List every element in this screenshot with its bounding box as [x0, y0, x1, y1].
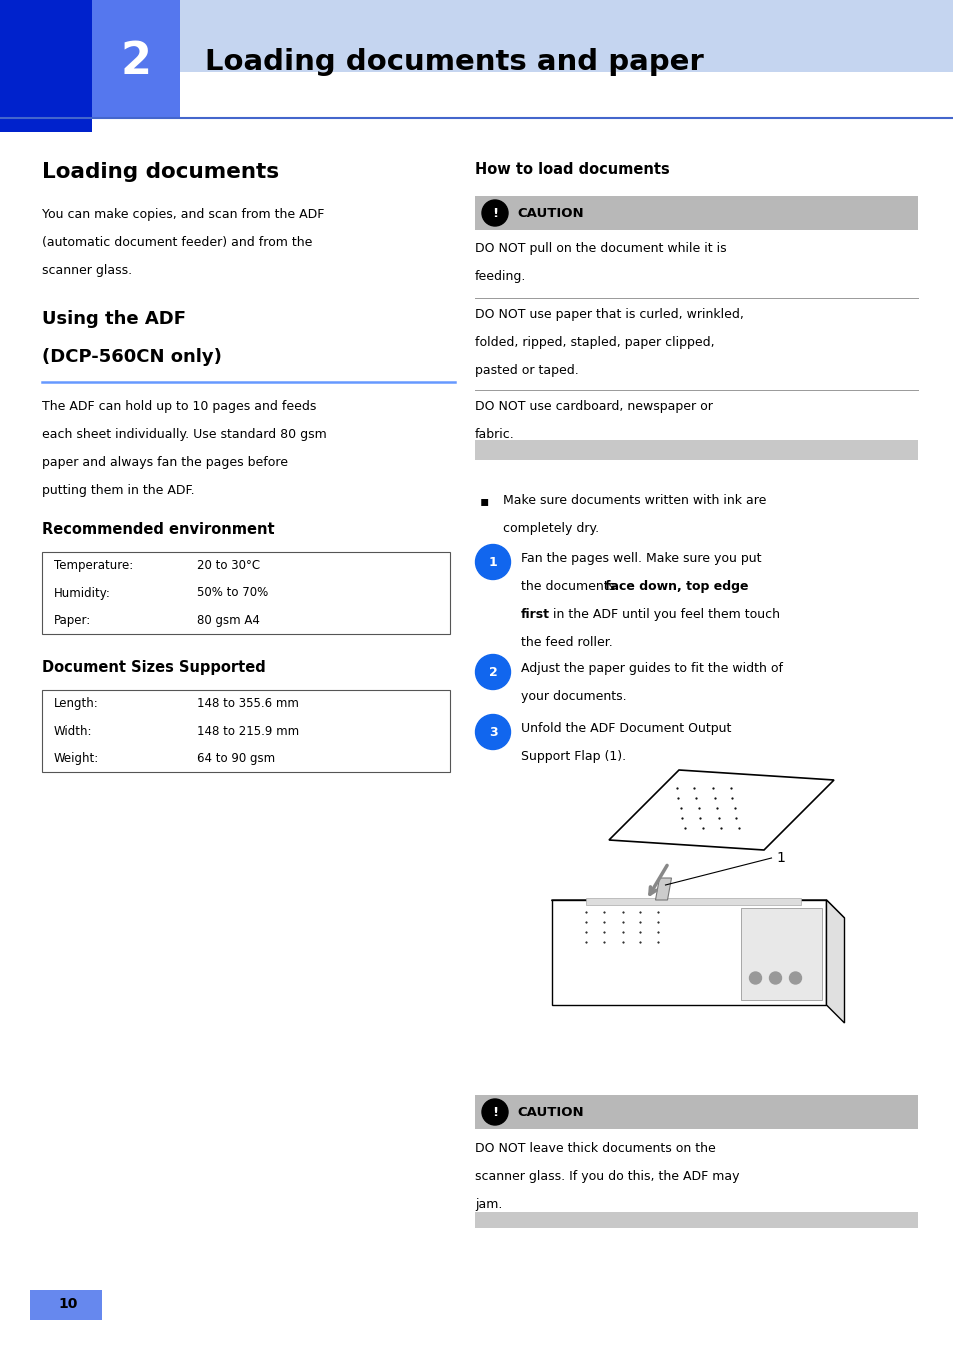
Text: 3: 3: [488, 725, 497, 739]
Text: your documents.: your documents.: [520, 690, 626, 704]
Text: 64 to 90 gsm: 64 to 90 gsm: [196, 752, 274, 764]
Text: Loading documents and paper: Loading documents and paper: [205, 49, 703, 75]
Text: the feed roller.: the feed roller.: [520, 636, 612, 648]
Bar: [475, 439, 917, 460]
Text: (DCP-560CN only): (DCP-560CN only): [42, 348, 222, 367]
Text: folded, ripped, stapled, paper clipped,: folded, ripped, stapled, paper clipped,: [475, 336, 714, 349]
Text: Using the ADF: Using the ADF: [42, 310, 186, 328]
Text: in the ADF until you feel them touch: in the ADF until you feel them touch: [548, 608, 780, 621]
Text: the documents: the documents: [520, 580, 618, 593]
Text: scanner glass. If you do this, the ADF may: scanner glass. If you do this, the ADF m…: [475, 1170, 739, 1184]
Bar: [0, 0, 953, 71]
Circle shape: [481, 1099, 507, 1126]
Text: How to load documents: How to load documents: [475, 162, 669, 177]
Text: CAUTION: CAUTION: [517, 1105, 583, 1119]
Circle shape: [475, 714, 510, 749]
Text: DO NOT use paper that is curled, wrinkled,: DO NOT use paper that is curled, wrinkle…: [475, 307, 743, 321]
Bar: [740, 909, 821, 1000]
Text: 148 to 215.9 mm: 148 to 215.9 mm: [196, 724, 299, 737]
Bar: [475, 1095, 917, 1130]
Text: 10: 10: [58, 1297, 77, 1312]
Text: 50% to 70%: 50% to 70%: [196, 586, 268, 600]
Text: Make sure documents written with ink are: Make sure documents written with ink are: [502, 493, 765, 507]
Bar: [42, 690, 450, 772]
Text: DO NOT use cardboard, newspaper or: DO NOT use cardboard, newspaper or: [475, 400, 712, 412]
Bar: [0, 0, 91, 132]
Polygon shape: [551, 900, 825, 1006]
Text: each sheet individually. Use standard 80 gsm: each sheet individually. Use standard 80…: [42, 429, 327, 441]
Text: Adjust the paper guides to fit the width of: Adjust the paper guides to fit the width…: [520, 662, 782, 675]
Text: pasted or taped.: pasted or taped.: [475, 364, 578, 377]
Circle shape: [475, 655, 510, 689]
Circle shape: [475, 545, 510, 580]
Bar: [475, 1212, 917, 1228]
Text: (automatic document feeder) and from the: (automatic document feeder) and from the: [42, 236, 312, 249]
Text: Loading documents: Loading documents: [42, 162, 279, 182]
Text: Recommended environment: Recommended environment: [42, 522, 274, 537]
Text: Temperature:: Temperature:: [54, 559, 133, 572]
Text: The ADF can hold up to 10 pages and feeds: The ADF can hold up to 10 pages and feed…: [42, 400, 316, 412]
Text: first: first: [520, 608, 550, 621]
Text: Support Flap (1).: Support Flap (1).: [520, 749, 625, 763]
Text: DO NOT pull on the document while it is: DO NOT pull on the document while it is: [475, 243, 726, 255]
Text: CAUTION: CAUTION: [517, 206, 583, 220]
Text: Weight:: Weight:: [54, 752, 99, 764]
Polygon shape: [551, 900, 843, 918]
Text: 1: 1: [776, 851, 784, 865]
Text: 2: 2: [488, 666, 497, 678]
Text: ▪: ▪: [479, 493, 489, 508]
Text: Fan the pages well. Make sure you put: Fan the pages well. Make sure you put: [520, 551, 760, 565]
Bar: [30, 1290, 102, 1320]
Bar: [91, 0, 180, 119]
Polygon shape: [825, 900, 843, 1023]
Text: Document Sizes Supported: Document Sizes Supported: [42, 661, 266, 675]
Text: !: !: [492, 206, 497, 220]
Text: Paper:: Paper:: [54, 613, 91, 627]
Text: 80 gsm A4: 80 gsm A4: [196, 613, 259, 627]
Text: jam.: jam.: [475, 1198, 502, 1211]
Text: 20 to 30°C: 20 to 30°C: [196, 559, 260, 572]
Text: Humidity:: Humidity:: [54, 586, 111, 600]
Text: 148 to 355.6 mm: 148 to 355.6 mm: [196, 697, 298, 710]
Text: face down, top edge: face down, top edge: [604, 580, 748, 593]
Bar: [475, 195, 917, 231]
Text: 1: 1: [488, 555, 497, 569]
Text: 2: 2: [120, 40, 152, 84]
Text: feeding.: feeding.: [475, 270, 526, 283]
Text: DO NOT leave thick documents on the: DO NOT leave thick documents on the: [475, 1142, 715, 1155]
Circle shape: [481, 200, 507, 226]
Text: You can make copies, and scan from the ADF: You can make copies, and scan from the A…: [42, 208, 324, 221]
Bar: [586, 898, 801, 905]
Text: paper and always fan the pages before: paper and always fan the pages before: [42, 456, 288, 469]
Circle shape: [769, 972, 781, 984]
Circle shape: [749, 972, 760, 984]
Text: Unfold the ADF Document Output: Unfold the ADF Document Output: [520, 723, 731, 735]
Polygon shape: [655, 878, 671, 900]
Polygon shape: [608, 770, 833, 851]
Text: fabric.: fabric.: [475, 429, 515, 441]
Text: scanner glass.: scanner glass.: [42, 264, 132, 276]
Bar: [42, 551, 450, 634]
Text: Width:: Width:: [54, 724, 92, 737]
Text: Length:: Length:: [54, 697, 99, 710]
Text: putting them in the ADF.: putting them in the ADF.: [42, 484, 194, 497]
Text: completely dry.: completely dry.: [502, 522, 598, 535]
Text: !: !: [492, 1105, 497, 1119]
Circle shape: [789, 972, 801, 984]
